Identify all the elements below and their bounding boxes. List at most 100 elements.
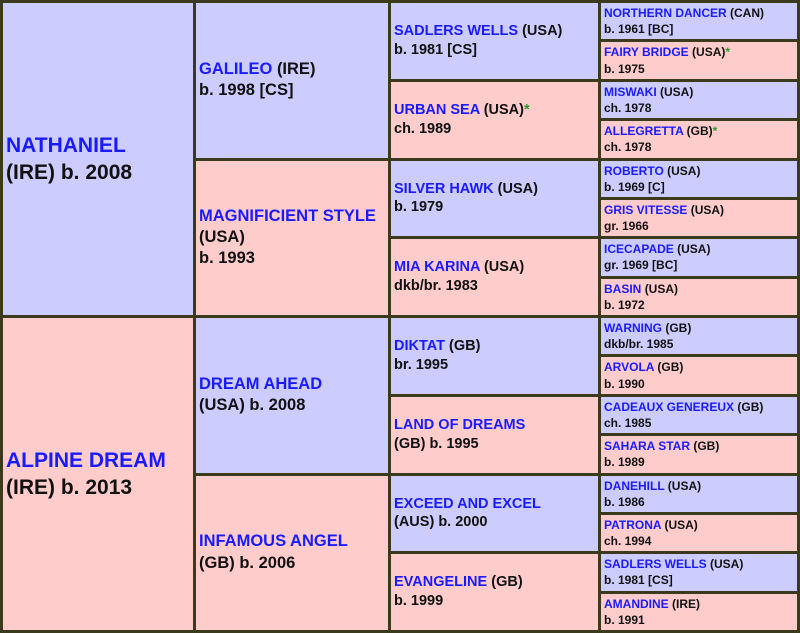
horse-name-link[interactable]: URBAN SEA: [394, 101, 480, 118]
horse-detail: b. 1972: [604, 297, 645, 312]
horse-cell-gen4: FAIRY BRIDGE (USA)* b. 1975: [601, 42, 797, 79]
horse-country: (USA): [483, 101, 524, 118]
horse-detail: b. 2008: [249, 396, 306, 415]
horse-cell-gen4: MISWAKI (USA) ch. 1978: [601, 81, 797, 119]
horse-country: (IRE): [6, 476, 55, 499]
star-marker: *: [712, 124, 718, 139]
horse-country: (GB): [693, 439, 720, 454]
horse-name-link[interactable]: ALPINE DREAM: [6, 448, 166, 472]
horse-heading: GRIS VITESSE (USA): [604, 202, 794, 218]
horse-country: (USA): [199, 228, 245, 247]
horse-country: (GB): [737, 399, 764, 414]
horse-name-link[interactable]: INFAMOUS ANGEL: [199, 532, 348, 551]
horse-heading: AMANDINE (IRE): [604, 596, 794, 612]
horse-country: (USA): [522, 23, 563, 40]
horse-detail: b. 1991: [604, 612, 645, 627]
horse-heading: LAND OF DREAMS: [394, 416, 595, 435]
horse-cell-gen4: SAHARA STAR (GB) b. 1989: [601, 436, 797, 473]
horse-name-link[interactable]: CADEAUX GENEREUX: [604, 399, 735, 414]
horse-name-link[interactable]: GALILEO: [199, 59, 273, 78]
horse-heading: SILVER HAWK (USA): [394, 180, 595, 199]
horse-heading: SAHARA STAR (GB): [604, 438, 794, 454]
horse-country: (USA): [664, 517, 698, 532]
horse-heading: WARNING (GB): [604, 320, 794, 336]
horse-heading: DIKTAT (GB): [394, 337, 595, 356]
horse-cell-gen2: GALILEO (IRE) b. 1998 [CS]: [196, 3, 388, 158]
horse-detail: b. 1975: [604, 61, 645, 76]
horse-name-link[interactable]: PATRONA: [604, 517, 662, 532]
horse-cell-gen4: WARNING (GB) dkb/br. 1985: [601, 318, 797, 355]
horse-country: (USA): [710, 557, 744, 572]
horse-name-link[interactable]: EXCEED AND EXCEL: [394, 495, 541, 512]
horse-name-link[interactable]: EVANGELINE: [394, 574, 488, 591]
horse-heading: DANEHILL (USA): [604, 478, 794, 494]
horse-name-link[interactable]: AMANDINE: [604, 596, 669, 611]
horse-country: (USA): [483, 259, 525, 276]
horse-name-link[interactable]: MAGNIFICIENT STYLE: [199, 206, 376, 225]
horse-country: (IRE): [276, 59, 316, 78]
horse-detail: b. 2013: [60, 476, 133, 499]
horse-name-link[interactable]: MISWAKI: [604, 84, 657, 99]
horse-cell-gen4: SADLERS WELLS (USA) b. 1981 [CS]: [601, 554, 797, 591]
horse-name-link[interactable]: NATHANIEL: [6, 133, 126, 157]
horse-detail: b. 1986: [604, 494, 645, 509]
horse-country: (GB): [686, 124, 713, 139]
horse-name-link[interactable]: ICECAPADE: [604, 242, 674, 257]
horse-name-link[interactable]: SADLERS WELLS: [394, 23, 519, 40]
horse-name-link[interactable]: NORTHERN DANCER: [604, 6, 727, 20]
horse-name-link[interactable]: BASIN: [604, 281, 642, 296]
horse-detail: b. 2008: [60, 161, 133, 184]
horse-country: (USA): [692, 45, 726, 60]
horse-name-link[interactable]: SAHARA STAR: [604, 439, 690, 454]
horse-name-link[interactable]: SADLERS WELLS: [604, 557, 707, 572]
horse-name-link[interactable]: LAND OF DREAMS: [394, 416, 526, 433]
horse-heading: EXCEED AND EXCEL: [394, 495, 595, 514]
horse-detail: b. 1969 [C]: [604, 179, 665, 194]
horse-name-link[interactable]: MIA KARINA: [394, 259, 480, 276]
horse-detail: gr. 1969 [BC]: [604, 258, 678, 273]
horse-name-link[interactable]: GRIS VITESSE: [604, 202, 688, 217]
horse-cell-gen4: AMANDINE (IRE) b. 1991: [601, 593, 797, 630]
horse-country: (GB): [491, 574, 523, 591]
horse-country: (USA): [677, 242, 711, 257]
horse-name-link[interactable]: SILVER HAWK: [394, 180, 494, 197]
horse-name-link[interactable]: ARVOLA: [604, 360, 655, 375]
horse-name-link[interactable]: FAIRY BRIDGE: [604, 45, 689, 60]
horse-heading: EVANGELINE (GB): [394, 573, 595, 592]
horse-cell-gen3: SILVER HAWK (USA) b. 1979: [391, 160, 598, 237]
horse-name-link[interactable]: ROBERTO: [604, 163, 664, 178]
horse-heading: CADEAUX GENEREUX (GB): [604, 399, 794, 415]
horse-heading: URBAN SEA (USA)*: [394, 101, 595, 120]
horse-cell-gen4: PATRONA (USA) ch. 1994: [601, 514, 797, 552]
horse-heading: SADLERS WELLS (USA): [394, 22, 595, 41]
horse-cell-gen2: MAGNIFICIENT STYLE (USA) b. 1993: [196, 160, 388, 315]
horse-cell-gen4: ROBERTO (USA) b. 1969 [C]: [601, 160, 797, 197]
horse-detail: ch. 1989: [394, 120, 452, 137]
horse-country: (GB): [657, 360, 684, 375]
horse-country: (GB): [449, 338, 481, 355]
horse-country: (USA): [644, 281, 679, 296]
horse-heading: ROBERTO (USA): [604, 163, 794, 179]
horse-cell-gen3: EVANGELINE (GB) b. 1999: [391, 554, 598, 630]
horse-country: (GB): [199, 553, 235, 572]
horse-detail: b. 2006: [239, 553, 296, 572]
horse-country: (USA): [667, 163, 701, 178]
horse-name-link[interactable]: WARNING: [604, 321, 662, 335]
horse-detail: b. 1989: [604, 455, 645, 470]
star-marker: *: [725, 45, 731, 60]
horse-detail: b. 1999: [394, 593, 444, 610]
horse-detail: ch. 1978: [604, 140, 652, 155]
horse-heading: GALILEO (IRE): [199, 59, 385, 80]
horse-name-link[interactable]: DIKTAT: [394, 338, 446, 355]
horse-name-link[interactable]: DANEHILL: [604, 478, 665, 493]
horse-heading: MAGNIFICIENT STYLE (USA): [199, 206, 385, 249]
horse-cell-gen3: DIKTAT (GB) br. 1995: [391, 318, 598, 394]
horse-detail: br. 1995: [394, 356, 449, 373]
horse-detail: b. 1990: [604, 376, 645, 391]
horse-name-link[interactable]: DREAM AHEAD: [199, 374, 323, 393]
horse-country: (USA): [667, 478, 702, 493]
horse-detail: b. 1979: [394, 199, 444, 216]
horse-name-link[interactable]: ALLEGRETTA: [604, 124, 684, 139]
horse-detail: b. 1998 [CS]: [199, 81, 294, 100]
horse-heading: MIA KARINA (USA): [394, 258, 595, 277]
